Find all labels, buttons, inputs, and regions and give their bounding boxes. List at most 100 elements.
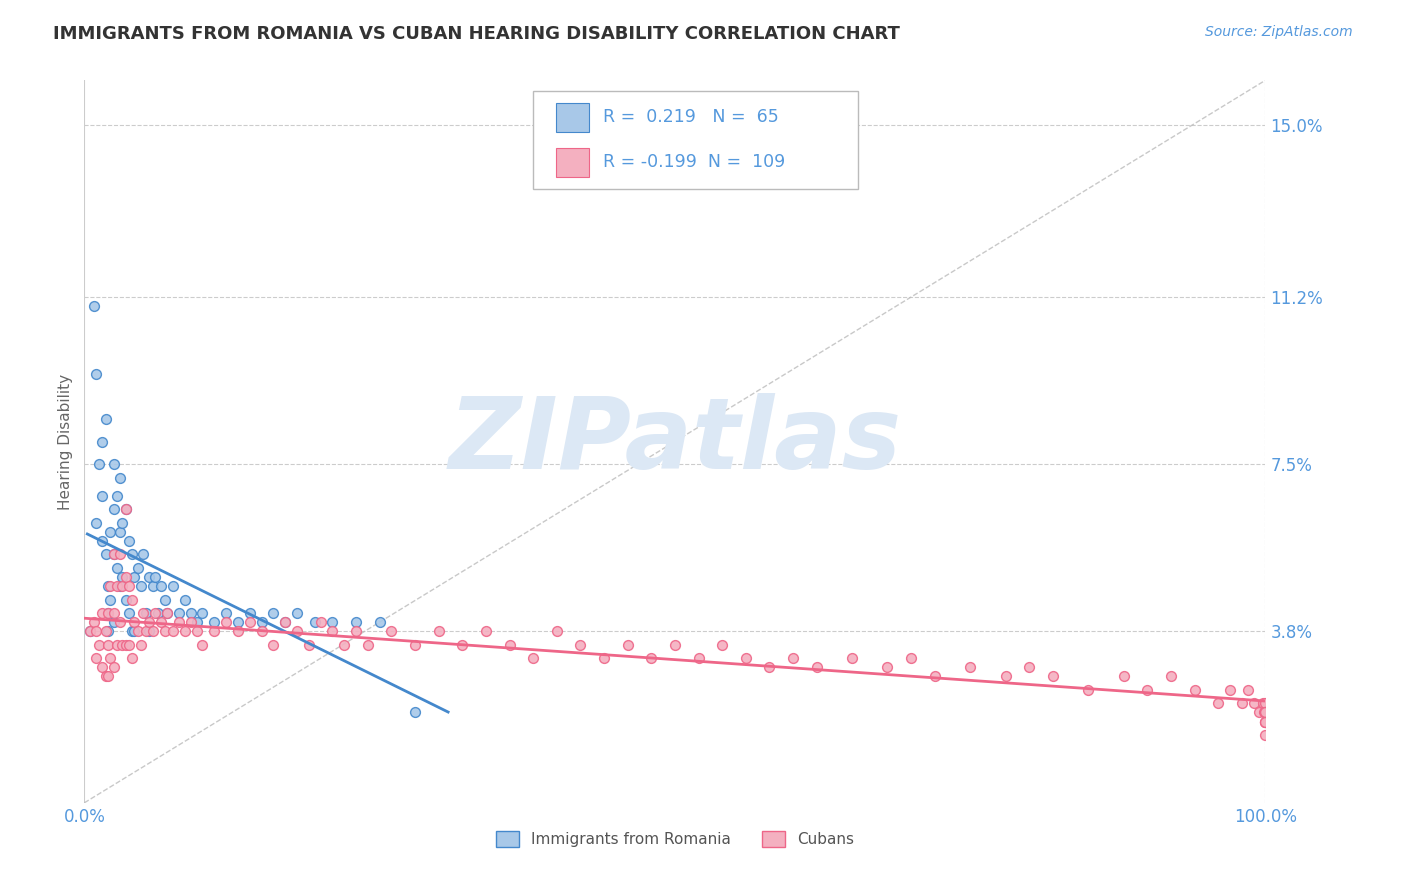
Point xyxy=(202,615,225,630)
Point xyxy=(162,624,184,639)
Point xyxy=(226,624,249,639)
Text: R = -0.199  N =  109: R = -0.199 N = 109 xyxy=(603,153,785,171)
Point xyxy=(121,592,143,607)
Point xyxy=(344,615,367,630)
Point xyxy=(114,570,136,584)
Point xyxy=(111,579,134,593)
Point xyxy=(84,624,107,639)
Point xyxy=(333,638,356,652)
Point xyxy=(1249,706,1271,720)
Point xyxy=(546,624,568,639)
Point xyxy=(1253,706,1275,720)
Point xyxy=(427,624,450,639)
Point xyxy=(114,592,136,607)
Point xyxy=(103,615,125,630)
Point xyxy=(84,651,107,665)
Point xyxy=(404,638,426,652)
Point xyxy=(1206,697,1229,711)
Point xyxy=(191,606,214,620)
Text: Source: ZipAtlas.com: Source: ZipAtlas.com xyxy=(1205,25,1353,39)
Point xyxy=(226,615,249,630)
Point xyxy=(142,579,165,593)
Point xyxy=(94,412,117,426)
Point xyxy=(368,615,391,630)
Point xyxy=(97,579,120,593)
Point xyxy=(1254,697,1277,711)
Point xyxy=(127,561,149,575)
Point xyxy=(1112,669,1135,683)
Point xyxy=(143,606,166,620)
Point xyxy=(1254,714,1277,729)
Point xyxy=(129,579,152,593)
Point xyxy=(1219,682,1241,697)
Point xyxy=(250,615,273,630)
Point xyxy=(103,660,125,674)
Point xyxy=(1160,669,1182,683)
Point xyxy=(98,579,121,593)
Point xyxy=(118,533,141,548)
Point xyxy=(107,561,129,575)
Point xyxy=(924,669,946,683)
Point xyxy=(122,624,145,639)
Point xyxy=(87,638,110,652)
Point xyxy=(114,502,136,516)
Point xyxy=(83,299,105,313)
Point xyxy=(107,489,129,503)
Point xyxy=(1254,706,1277,720)
Point xyxy=(782,651,804,665)
Point xyxy=(173,592,195,607)
Point xyxy=(321,615,343,630)
Y-axis label: Hearing Disability: Hearing Disability xyxy=(58,374,73,509)
Point xyxy=(79,624,101,639)
Point xyxy=(173,624,195,639)
Point xyxy=(239,615,262,630)
Point xyxy=(118,579,141,593)
Point xyxy=(156,606,179,620)
Point xyxy=(274,615,297,630)
Point xyxy=(191,638,214,652)
Point xyxy=(475,624,498,639)
Point xyxy=(111,638,134,652)
Point xyxy=(142,624,165,639)
Point xyxy=(153,592,176,607)
Point xyxy=(135,624,157,639)
Point xyxy=(108,615,131,630)
Point xyxy=(150,579,173,593)
Point xyxy=(806,660,828,674)
Point xyxy=(1236,682,1258,697)
Point xyxy=(138,570,160,584)
Point xyxy=(129,638,152,652)
Point xyxy=(146,606,169,620)
Point xyxy=(122,615,145,630)
Point xyxy=(1243,697,1265,711)
Point xyxy=(309,615,332,630)
Text: IMMIGRANTS FROM ROMANIA VS CUBAN HEARING DISABILITY CORRELATION CHART: IMMIGRANTS FROM ROMANIA VS CUBAN HEARING… xyxy=(53,25,900,43)
Point xyxy=(404,706,426,720)
Text: R =  0.219   N =  65: R = 0.219 N = 65 xyxy=(603,108,779,127)
Point xyxy=(180,615,202,630)
Legend: Immigrants from Romania, Cubans: Immigrants from Romania, Cubans xyxy=(489,825,860,853)
Point xyxy=(108,471,131,485)
Point xyxy=(162,579,184,593)
Point xyxy=(1042,669,1064,683)
Point xyxy=(215,615,238,630)
Point xyxy=(122,570,145,584)
Point xyxy=(239,606,262,620)
Point xyxy=(127,624,149,639)
Point xyxy=(711,638,734,652)
Point xyxy=(108,579,131,593)
Point xyxy=(84,516,107,530)
Point xyxy=(103,548,125,562)
Point xyxy=(1230,697,1253,711)
FancyBboxPatch shape xyxy=(533,91,858,189)
Point xyxy=(344,624,367,639)
Point xyxy=(98,592,121,607)
Point xyxy=(522,651,544,665)
Point xyxy=(118,638,141,652)
Point xyxy=(1251,697,1274,711)
Point xyxy=(84,367,107,381)
Point xyxy=(87,457,110,471)
Point xyxy=(153,624,176,639)
Point xyxy=(121,548,143,562)
Point xyxy=(664,638,686,652)
